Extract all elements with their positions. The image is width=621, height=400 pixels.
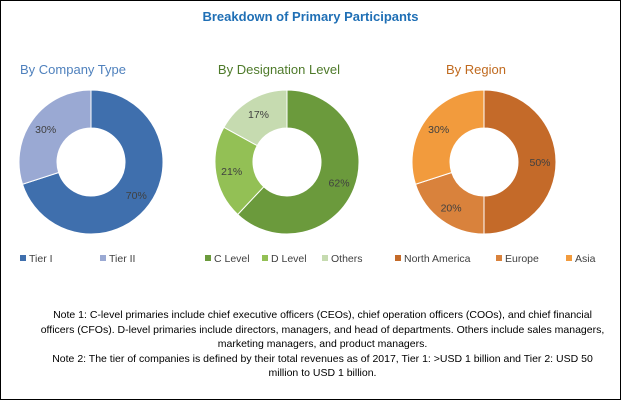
data-label-asia: 30% (428, 124, 449, 136)
note-1: Note 1: C-level primaries include chief … (40, 309, 605, 350)
legend-swatch-d-level (262, 255, 268, 261)
legend-label-tier-i: Tier I (29, 253, 53, 265)
donut-charts-area: By Company Type 70% 30% Tier I Tier II By Des… (18, 62, 596, 265)
data-label-tier-i: 70% (126, 190, 147, 202)
legend-label-asia: Asia (575, 253, 596, 265)
legend-label-north-america: North America (404, 253, 471, 265)
footnotes: Note 1: C-level primaries include chief … (40, 308, 605, 381)
data-label-d-level: 21% (221, 166, 242, 178)
donut-chart-by-region: By Region 50% 20% 30% North America Europe Asi… (395, 62, 596, 265)
chart-subtitle: By Region (446, 62, 506, 77)
data-label-north-america: 50% (529, 157, 550, 169)
legend-swatch-tier-ii (100, 255, 106, 261)
slice-tier-ii (18, 89, 92, 185)
note-2: Note 2: The tier of companies is defined… (52, 352, 593, 380)
legend-label-europe: Europe (505, 253, 539, 265)
legend-label-d-level: D Level (271, 253, 307, 265)
slice-others (223, 89, 288, 147)
data-label-c-level: 62% (329, 178, 350, 190)
chart-subtitle: By Designation Level (218, 62, 340, 77)
legend-swatch-north-america (395, 255, 401, 261)
data-label-others: 17% (248, 109, 269, 121)
slice-tier-i (21, 89, 164, 235)
legend-label-c-level: C Level (214, 253, 250, 265)
chart-subtitle: By Company Type (20, 62, 126, 77)
main-title: Breakdown of Primary Participants (202, 9, 419, 24)
legend-label-others: Others (331, 253, 363, 265)
legend-swatch-c-level (205, 255, 211, 261)
slice-asia (411, 89, 485, 185)
legend-swatch-tier-i (20, 255, 26, 261)
data-label-europe: 20% (441, 202, 462, 214)
donut-chart-by-company-type: By Company Type 70% 30% Tier I Tier II (18, 62, 164, 265)
legend-swatch-others (322, 255, 328, 261)
donut-chart-by-designation-level: By Designation Level 62% 21% 17% C Level D Le… (205, 62, 363, 265)
legend-swatch-europe (496, 255, 502, 261)
slice-c-level (237, 89, 360, 235)
data-label-tier-ii: 30% (35, 124, 56, 136)
slice-north-america (483, 89, 557, 235)
legend-label-tier-ii: Tier II (109, 253, 135, 265)
legend-swatch-asia (566, 255, 572, 261)
